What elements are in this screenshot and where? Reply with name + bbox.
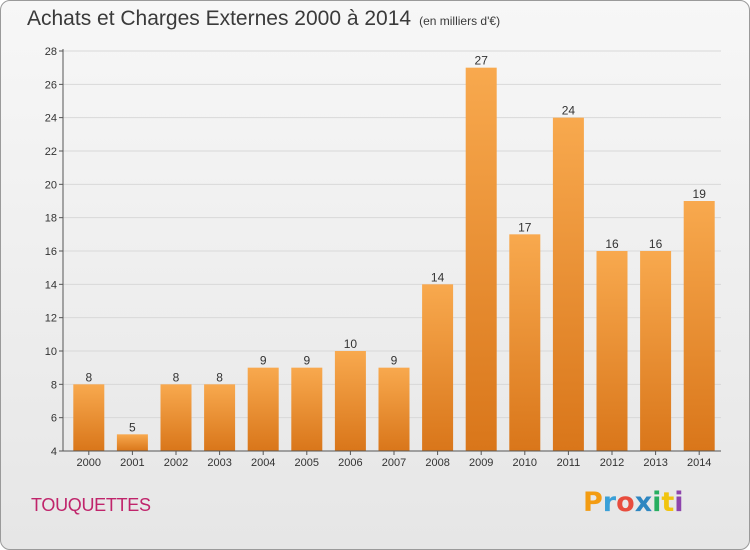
y-tick-label: 18 bbox=[45, 213, 57, 225]
bar-2007 bbox=[378, 367, 410, 451]
logo-letter: x bbox=[634, 487, 653, 518]
axes bbox=[59, 49, 721, 455]
x-tick-label-2014: 2014 bbox=[687, 457, 711, 469]
x-tick-label-2009: 2009 bbox=[469, 457, 493, 469]
x-tick-label-2000: 2000 bbox=[77, 457, 101, 469]
logo-letter: P bbox=[583, 487, 603, 518]
bar-2001 bbox=[116, 434, 148, 451]
bar-2012 bbox=[596, 251, 628, 451]
y-tick-label: 12 bbox=[45, 313, 57, 325]
value-label-2014: 19 bbox=[693, 187, 707, 201]
value-label-2010: 17 bbox=[518, 220, 532, 234]
y-tick-label: 16 bbox=[45, 246, 57, 258]
x-tick-label-2002: 2002 bbox=[164, 457, 188, 469]
chart-title: Achats et Charges Externes 2000 à 2014 bbox=[27, 7, 412, 30]
value-label-2004: 9 bbox=[260, 354, 267, 368]
bar-2000 bbox=[73, 384, 105, 451]
bar-2009 bbox=[465, 67, 497, 452]
value-label-2006: 10 bbox=[344, 337, 358, 351]
bar-2005 bbox=[291, 367, 323, 451]
logo-letter: r bbox=[602, 487, 617, 518]
bar-2002 bbox=[160, 384, 192, 451]
value-label-2012: 16 bbox=[605, 237, 619, 251]
bar-2004 bbox=[247, 367, 279, 451]
bar-2003 bbox=[204, 384, 236, 451]
x-tick-label-2010: 2010 bbox=[513, 457, 537, 469]
logo-letter: i bbox=[674, 487, 684, 518]
bars bbox=[73, 67, 715, 452]
value-label-2000: 8 bbox=[85, 370, 92, 384]
logo-letter: o bbox=[616, 487, 635, 518]
value-label-2003: 8 bbox=[216, 370, 223, 384]
value-label-2013: 16 bbox=[649, 237, 663, 251]
bar-2008 bbox=[422, 284, 454, 451]
y-tick-label: 26 bbox=[45, 79, 57, 91]
chart-title-block: Achats et Charges Externes 2000 à 2014 (e… bbox=[27, 7, 500, 31]
value-label-2011: 24 bbox=[562, 104, 576, 118]
x-tick-label-2011: 2011 bbox=[557, 457, 581, 469]
y-tick-label: 24 bbox=[45, 113, 57, 125]
x-tick-label-2006: 2006 bbox=[338, 457, 362, 469]
value-label-2002: 8 bbox=[173, 370, 180, 384]
y-tick-label: 10 bbox=[45, 346, 57, 358]
proxiti-logo[interactable]: Proxiti bbox=[583, 487, 684, 518]
y-tick-label: 22 bbox=[45, 146, 57, 158]
commune-name: TOUQUETTES bbox=[31, 495, 151, 515]
x-tick-label-2004: 2004 bbox=[251, 457, 275, 469]
x-tick-label-2001: 2001 bbox=[120, 457, 144, 469]
value-label-2005: 9 bbox=[303, 354, 310, 368]
x-tick-label-2008: 2008 bbox=[425, 457, 449, 469]
x-tick-label-2003: 2003 bbox=[207, 457, 231, 469]
y-tick-label: 28 bbox=[45, 46, 57, 58]
value-label-2007: 9 bbox=[391, 354, 398, 368]
logo-letter: i bbox=[652, 487, 662, 518]
y-tick-label: 6 bbox=[51, 413, 57, 425]
labels: 4 6 8 10 12 14 16 18 20 22 24 26 28 8 2000 5 2001 8 2002 8 2… bbox=[45, 46, 712, 469]
x-tick-label-2005: 2005 bbox=[295, 457, 319, 469]
bar-2010 bbox=[509, 234, 541, 451]
bar-2013 bbox=[640, 251, 672, 451]
bar-2011 bbox=[552, 117, 584, 452]
x-tick-label-2007: 2007 bbox=[382, 457, 406, 469]
bar-2006 bbox=[334, 351, 366, 451]
value-label-2009: 27 bbox=[475, 54, 489, 68]
x-tick-label-2013: 2013 bbox=[643, 457, 667, 469]
y-tick-label: 8 bbox=[51, 379, 57, 391]
y-tick-label: 4 bbox=[51, 446, 57, 458]
bar-2014 bbox=[683, 201, 715, 451]
logo-letter: t bbox=[661, 487, 675, 518]
value-label-2008: 14 bbox=[431, 270, 445, 284]
x-tick-label-2012: 2012 bbox=[600, 457, 624, 469]
y-tick-label: 14 bbox=[45, 279, 57, 291]
chart-subtitle: (en milliers d'€) bbox=[419, 14, 501, 28]
value-label-2001: 5 bbox=[129, 420, 136, 434]
y-tick-label: 20 bbox=[45, 179, 57, 191]
